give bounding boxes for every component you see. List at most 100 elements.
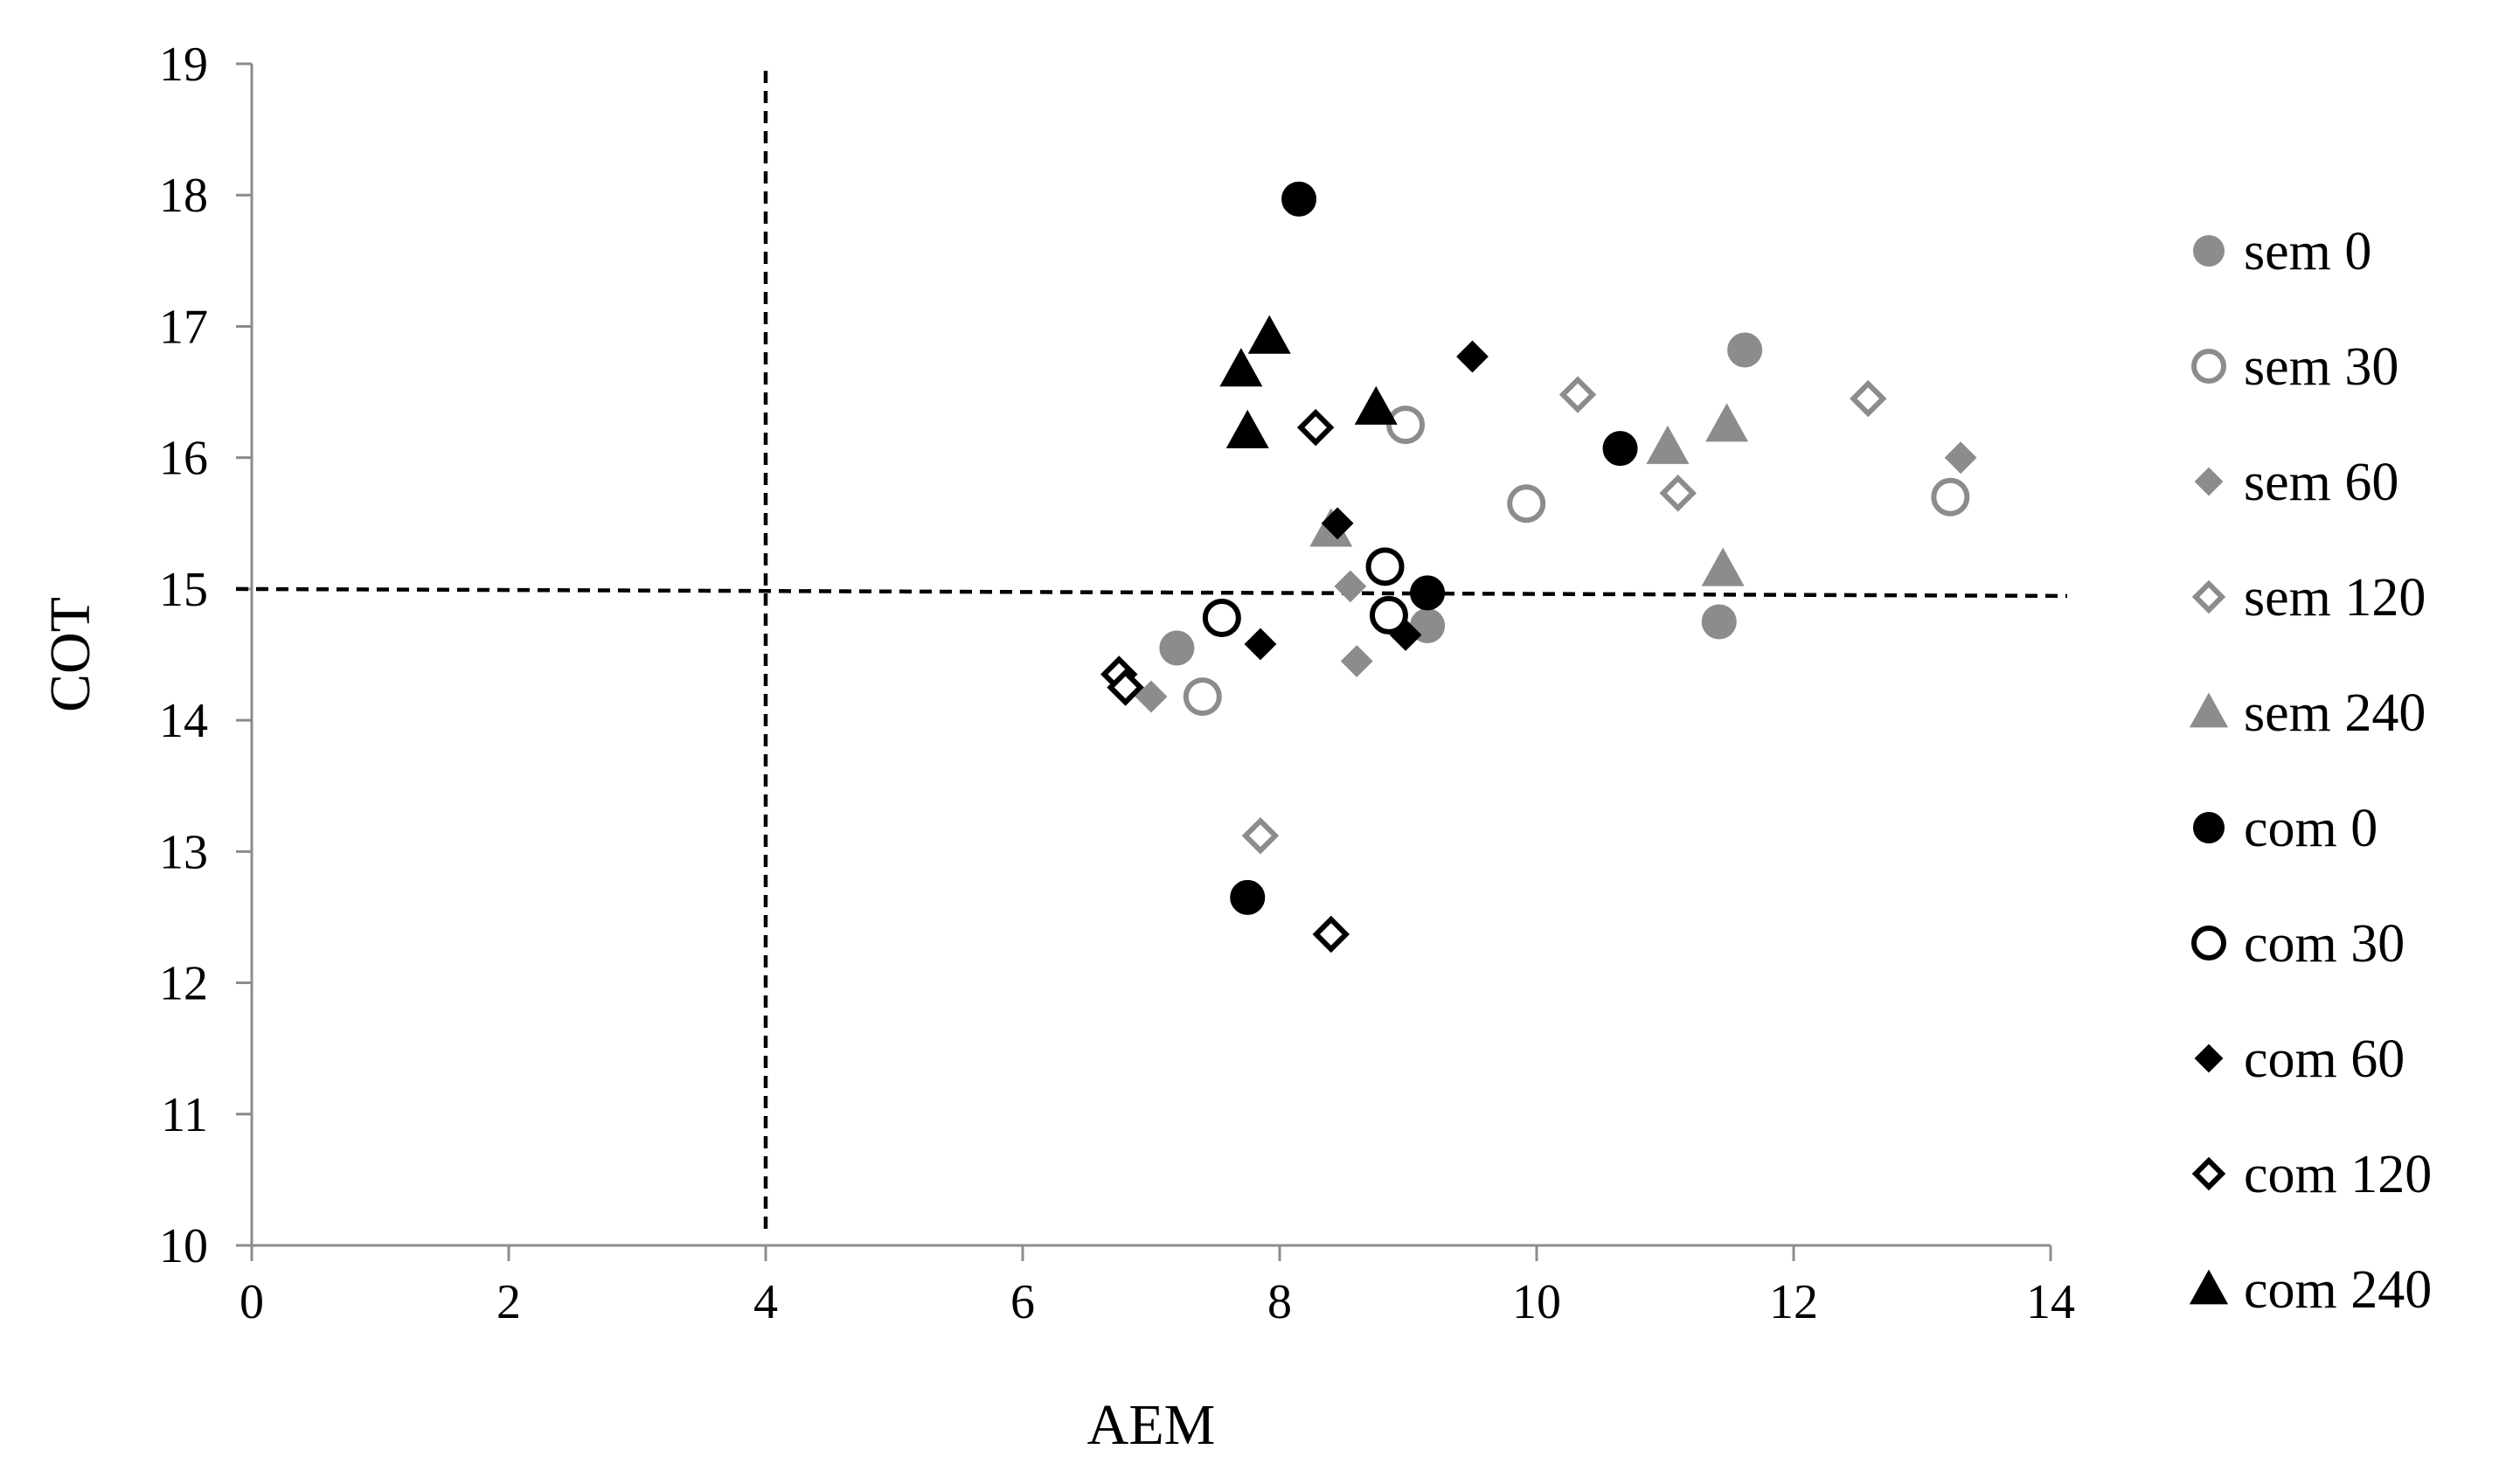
data-point bbox=[1244, 628, 1277, 661]
data-point bbox=[1241, 817, 1280, 855]
data-point bbox=[1727, 332, 1763, 368]
legend-item: sem 240 bbox=[2189, 683, 2426, 743]
series-com-30 bbox=[1202, 547, 1408, 637]
y-tick-label: 14 bbox=[159, 694, 208, 748]
data-point bbox=[1701, 547, 1745, 586]
series-com-240 bbox=[1219, 315, 1398, 448]
data-point bbox=[1183, 677, 1222, 717]
data-point bbox=[1646, 425, 1690, 464]
data-point bbox=[1386, 406, 1426, 445]
data-point bbox=[1456, 340, 1489, 373]
x-tick-label: 4 bbox=[753, 1275, 778, 1329]
data-point bbox=[1354, 385, 1398, 425]
y-tick-label: 19 bbox=[159, 38, 208, 92]
legend-label: sem 0 bbox=[2244, 222, 2371, 281]
x-tick-label: 12 bbox=[1769, 1275, 1818, 1329]
data-point bbox=[1365, 547, 1405, 586]
legend-marker bbox=[2191, 1156, 2226, 1191]
series-sem-0 bbox=[1159, 332, 1763, 666]
legend: sem 0 sem 30 sem 60 sem 120 sem 240 com 0 com … bbox=[2189, 222, 2432, 1320]
series-com-60 bbox=[1244, 340, 1489, 661]
data-point bbox=[1602, 431, 1638, 467]
data-point bbox=[1281, 181, 1317, 217]
data-point bbox=[1410, 575, 1446, 611]
series-sem-30 bbox=[1183, 406, 1970, 717]
y-axis-title: COT bbox=[38, 597, 102, 712]
legend-marker bbox=[2193, 812, 2225, 843]
y-tick-label: 11 bbox=[161, 1088, 208, 1142]
data-point bbox=[1369, 595, 1408, 635]
x-tick-label: 14 bbox=[2026, 1275, 2075, 1329]
data-point bbox=[1312, 915, 1350, 954]
data-points bbox=[1100, 181, 1977, 954]
y-tick-label: 18 bbox=[159, 169, 208, 223]
data-point bbox=[1944, 441, 1977, 475]
y-tick-label: 12 bbox=[159, 957, 208, 1011]
legend-marker bbox=[2189, 692, 2229, 728]
data-point bbox=[1659, 474, 1697, 512]
series-com-0 bbox=[1230, 181, 1638, 915]
data-point bbox=[1247, 315, 1291, 354]
y-tick-label: 16 bbox=[159, 432, 208, 486]
legend-item: com 30 bbox=[2191, 914, 2405, 974]
legend-label: com 120 bbox=[2244, 1145, 2432, 1204]
x-tick-label: 0 bbox=[239, 1275, 264, 1329]
data-point bbox=[1202, 598, 1241, 637]
legend-marker bbox=[2194, 1044, 2224, 1073]
data-point bbox=[1225, 409, 1269, 448]
legend-label: sem 240 bbox=[2244, 683, 2426, 743]
data-point bbox=[1507, 484, 1546, 524]
horizontal-reference-line bbox=[235, 586, 2068, 599]
legend-label: com 60 bbox=[2244, 1030, 2405, 1089]
data-point bbox=[1230, 879, 1266, 915]
series-sem-240 bbox=[1309, 403, 1749, 586]
data-point bbox=[1558, 376, 1597, 413]
legend-marker bbox=[2191, 349, 2226, 384]
data-point bbox=[1931, 477, 1970, 517]
legend-marker bbox=[2194, 467, 2224, 496]
data-point bbox=[1389, 619, 1422, 651]
legend-item: sem 30 bbox=[2191, 337, 2398, 397]
x-tick-label: 8 bbox=[1267, 1275, 1292, 1329]
legend-marker bbox=[2189, 1269, 2229, 1305]
legend-label: sem 120 bbox=[2244, 568, 2426, 628]
legend-label: com 0 bbox=[2244, 799, 2378, 858]
axes: 0 2 4 6 8 10 12 14 10 11 12 13 14 15 16 17 18 19 bbox=[159, 38, 2075, 1329]
y-tick-label: 13 bbox=[159, 825, 208, 879]
data-point bbox=[1219, 348, 1263, 387]
y-tick-label: 17 bbox=[159, 300, 208, 354]
reference-lines bbox=[235, 71, 2068, 1237]
legend-item: com 120 bbox=[2191, 1145, 2432, 1204]
data-point bbox=[1701, 604, 1737, 640]
data-point bbox=[1159, 630, 1195, 666]
data-point bbox=[1321, 507, 1354, 540]
legend-label: com 30 bbox=[2244, 914, 2405, 974]
data-point bbox=[1705, 403, 1749, 442]
data-point bbox=[1340, 645, 1373, 677]
y-tick-label: 15 bbox=[159, 563, 208, 617]
series-sem-60 bbox=[1135, 441, 1977, 713]
legend-label: sem 30 bbox=[2244, 337, 2398, 397]
data-point bbox=[1296, 408, 1335, 447]
legend-label: sem 60 bbox=[2244, 453, 2398, 512]
x-tick-label: 10 bbox=[1512, 1275, 1561, 1329]
data-point bbox=[1135, 680, 1168, 713]
legend-marker bbox=[2193, 235, 2225, 267]
x-tick-label: 6 bbox=[1010, 1275, 1035, 1329]
data-point bbox=[1850, 379, 1887, 418]
series-com-120 bbox=[1100, 408, 1350, 954]
legend-item: sem 0 bbox=[2193, 222, 2371, 281]
x-axis-title: AEM bbox=[1087, 1393, 1216, 1457]
legend-item: com 60 bbox=[2194, 1030, 2405, 1089]
legend-item: sem 60 bbox=[2194, 453, 2398, 512]
series-sem-120 bbox=[1241, 376, 1887, 855]
legend-label: com 240 bbox=[2244, 1260, 2432, 1320]
y-tick-label: 10 bbox=[159, 1219, 208, 1273]
data-point bbox=[1107, 669, 1144, 706]
legend-marker bbox=[2191, 579, 2226, 614]
legend-item: sem 120 bbox=[2191, 568, 2426, 628]
legend-marker bbox=[2191, 926, 2226, 960]
legend-item: com 240 bbox=[2189, 1260, 2432, 1320]
legend-item: com 0 bbox=[2193, 799, 2378, 858]
